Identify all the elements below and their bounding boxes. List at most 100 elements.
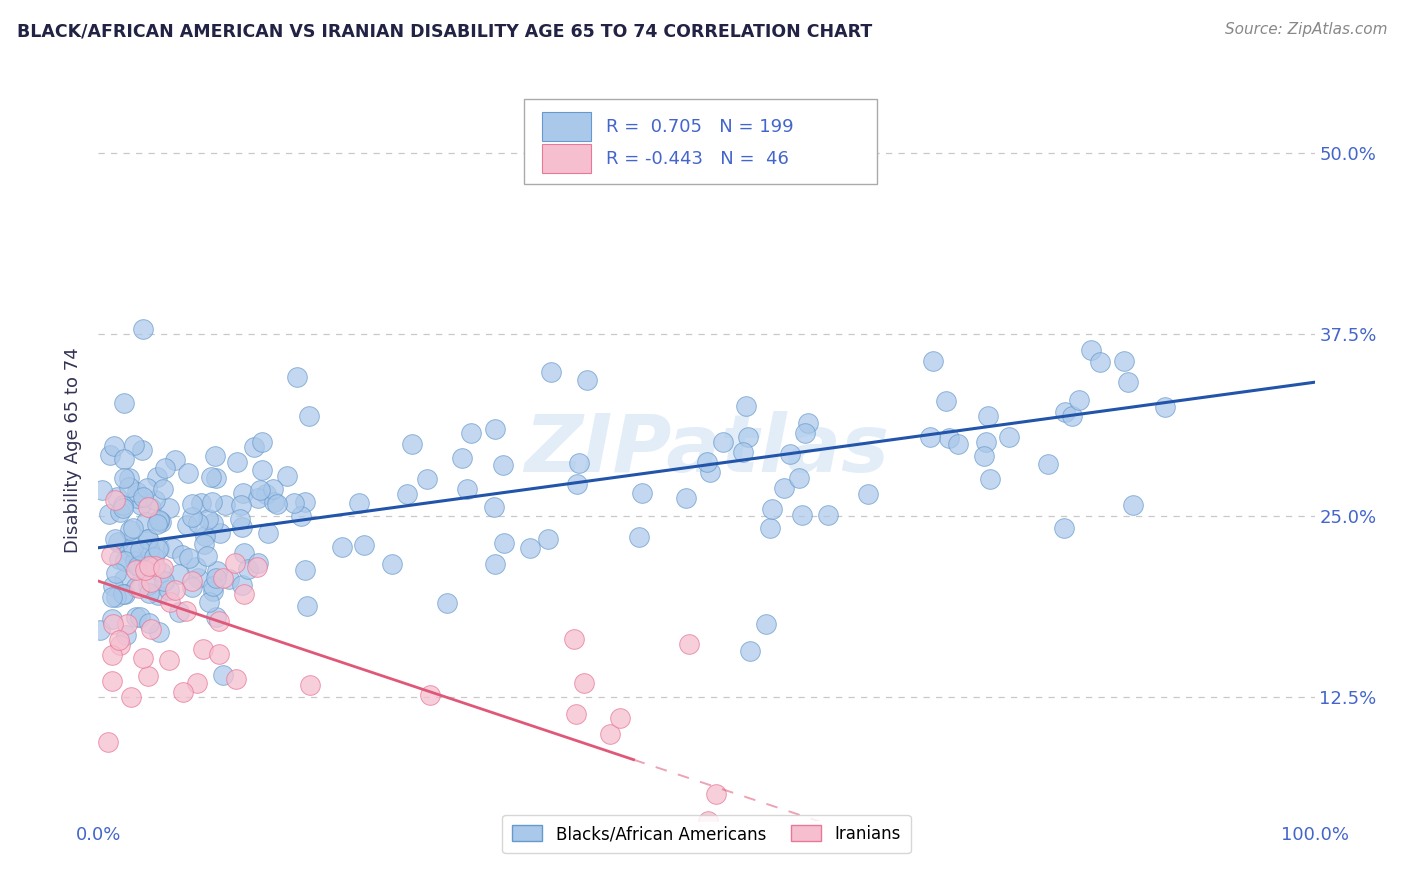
Point [755, 617, 778, 632]
Point [125, 610, 148, 624]
Point [101, 590, 124, 604]
Point [157, 582, 180, 597]
Point [191, 642, 214, 657]
Point [568, 456, 591, 470]
Point [609, 711, 631, 725]
Point [263, 494, 285, 508]
Point [118, 543, 141, 558]
Point [298, 678, 321, 692]
Point [152, 561, 174, 575]
Point [124, 554, 146, 568]
Point [198, 595, 221, 609]
Point [138, 616, 160, 631]
Point [225, 455, 247, 469]
Point [631, 485, 654, 500]
Point [262, 482, 284, 496]
Point [436, 596, 458, 610]
Point [678, 637, 700, 651]
Point [1080, 343, 1102, 358]
Point [148, 513, 170, 527]
Point [97, 735, 120, 749]
Point [162, 541, 184, 555]
Point [114, 554, 136, 568]
Point [290, 509, 312, 524]
Point [599, 727, 621, 741]
Point [699, 465, 721, 479]
Point [254, 487, 277, 501]
Point [139, 575, 162, 590]
Point [208, 614, 231, 628]
Point [112, 572, 135, 586]
Point [696, 814, 718, 828]
Point [231, 578, 253, 592]
Point [103, 579, 125, 593]
Point [285, 370, 308, 384]
Point [125, 484, 148, 499]
Point [186, 676, 208, 690]
Point [134, 563, 156, 577]
Point [200, 470, 222, 484]
Point [796, 416, 818, 430]
Point [184, 559, 207, 574]
Point [101, 612, 124, 626]
Point [157, 501, 180, 516]
Point [540, 365, 562, 379]
Point [115, 628, 138, 642]
Point [224, 557, 246, 571]
Point [238, 561, 260, 575]
Point [169, 606, 191, 620]
Point [105, 566, 128, 580]
Point [761, 502, 783, 516]
Point [696, 455, 718, 469]
Legend: Blacks/African Americans, Iranians: Blacks/African Americans, Iranians [502, 815, 911, 853]
Point [104, 590, 127, 604]
Point [1154, 400, 1177, 414]
Point [922, 354, 945, 368]
Point [233, 587, 256, 601]
Point [136, 578, 159, 592]
Point [152, 574, 174, 588]
Point [918, 430, 941, 444]
Point [128, 582, 150, 596]
Point [200, 494, 222, 508]
Point [136, 533, 159, 547]
Point [456, 482, 478, 496]
Text: R =  0.705   N = 199: R = 0.705 N = 199 [606, 118, 793, 136]
Point [193, 537, 215, 551]
Point [793, 426, 815, 441]
Point [157, 653, 180, 667]
Point [180, 580, 202, 594]
Point [148, 625, 170, 640]
Point [737, 429, 759, 443]
Point [353, 538, 375, 552]
Point [297, 599, 319, 614]
Point [266, 497, 288, 511]
Point [381, 558, 404, 572]
Point [101, 673, 124, 688]
Point [89, 623, 111, 637]
Point [484, 557, 506, 571]
Point [163, 453, 186, 467]
Point [232, 546, 254, 560]
Point [519, 541, 541, 555]
Point [181, 510, 204, 524]
Point [146, 470, 169, 484]
Text: ZIPatlas: ZIPatlas [524, 411, 889, 490]
Point [257, 525, 280, 540]
Point [205, 571, 228, 585]
Point [711, 434, 734, 449]
FancyBboxPatch shape [543, 144, 591, 173]
Point [773, 481, 796, 495]
Point [129, 542, 152, 557]
Point [135, 560, 157, 574]
Point [112, 471, 135, 485]
Point [107, 535, 129, 549]
Point [247, 556, 270, 570]
Point [104, 532, 127, 546]
Point [131, 443, 153, 458]
Point [135, 481, 157, 495]
Point [565, 707, 588, 722]
Point [977, 409, 1000, 424]
Point [120, 523, 142, 537]
Point [214, 498, 236, 512]
